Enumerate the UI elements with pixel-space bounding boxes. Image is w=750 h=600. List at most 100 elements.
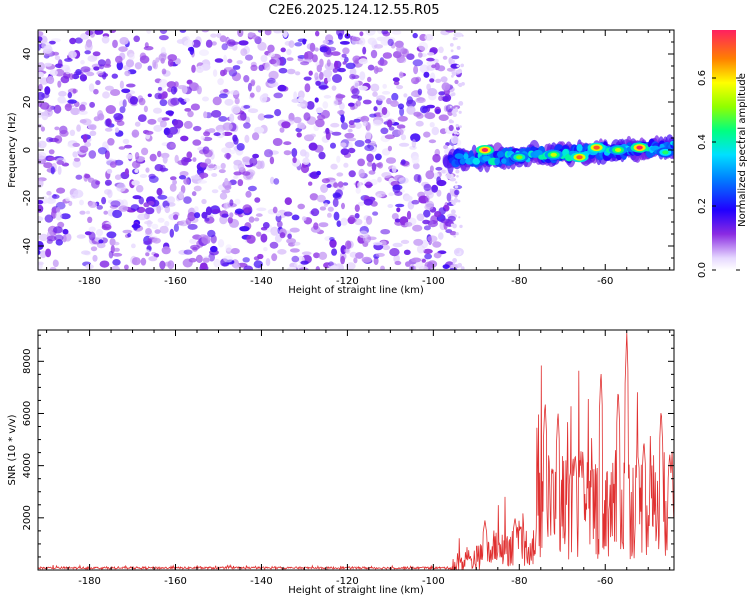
noise-blob — [441, 96, 449, 101]
noise-speck — [451, 201, 455, 205]
noise-blob — [223, 69, 228, 76]
noise-speck — [452, 258, 457, 263]
noise-blob — [167, 54, 177, 62]
noise-blob — [43, 162, 53, 169]
noise-blob — [417, 52, 423, 58]
noise-blob — [360, 115, 370, 123]
noise-blob — [38, 31, 44, 37]
noise-blob — [422, 219, 430, 225]
noise-blob — [229, 113, 235, 123]
noise-blob — [61, 64, 70, 72]
noise-blob — [234, 198, 241, 205]
noise-blob — [118, 146, 126, 150]
x-tick-label: -60 — [597, 276, 613, 287]
noise-blob — [304, 151, 310, 159]
noise-blob — [427, 220, 438, 228]
noise-blob — [87, 177, 95, 183]
noise-blob — [162, 155, 168, 164]
noise-blob — [252, 153, 259, 159]
noise-blob — [291, 255, 300, 263]
noise-blob — [104, 179, 112, 186]
noise-blob — [159, 99, 168, 107]
noise-blob — [87, 216, 93, 223]
noise-blob — [208, 164, 215, 169]
noise-blob — [382, 52, 393, 59]
noise-blob — [73, 157, 81, 162]
noise-blob — [353, 118, 361, 123]
noise-blob — [361, 256, 372, 263]
noise-blob — [79, 199, 84, 206]
noise-blob — [319, 71, 324, 80]
noise-blob — [118, 205, 129, 212]
noise-blob — [178, 97, 183, 102]
noise-blob — [164, 205, 171, 214]
noise-blob — [218, 93, 228, 99]
noise-blob — [243, 122, 251, 129]
noise-blob — [229, 90, 240, 95]
noise-blob — [340, 217, 348, 226]
noise-blob — [122, 99, 127, 108]
noise-blob — [217, 78, 224, 86]
noise-blob — [219, 192, 228, 200]
noise-blob — [170, 97, 180, 106]
noise-blob — [166, 196, 176, 204]
noise-blob — [348, 170, 356, 178]
noise-blob — [391, 213, 399, 220]
noise-blob — [159, 35, 169, 41]
noise-blob — [277, 249, 287, 255]
noise-blob — [381, 107, 388, 115]
noise-blob — [258, 64, 265, 72]
noise-blob — [412, 224, 423, 232]
noise-blob — [201, 211, 208, 219]
noise-blob — [39, 250, 47, 259]
noise-blob — [256, 207, 267, 212]
noise-blob — [119, 37, 129, 45]
noise-blob — [369, 113, 377, 118]
noise-speck — [450, 223, 454, 227]
noise-blob — [41, 111, 49, 121]
noise-blob — [104, 127, 113, 132]
noise-blob — [211, 41, 217, 46]
noise-blob — [302, 157, 310, 165]
noise-blob — [255, 85, 261, 93]
noise-blob — [40, 126, 46, 132]
noise-blob — [423, 71, 430, 78]
noise-blob — [95, 229, 104, 237]
noise-speck — [455, 249, 460, 254]
colorbar-tick-label: 0.2 — [697, 198, 708, 214]
noise-blob — [322, 101, 329, 109]
noise-blob — [273, 30, 284, 34]
noise-blob — [69, 73, 74, 80]
noise-blob — [164, 261, 172, 267]
noise-blob — [152, 237, 161, 244]
noise-blob — [38, 91, 45, 101]
noise-blob — [351, 36, 361, 42]
noise-blob — [340, 255, 345, 265]
y-tick-label: 8000 — [22, 349, 33, 374]
noise-blob — [133, 222, 139, 231]
x-tick-label: -120 — [336, 276, 359, 287]
noise-blob — [234, 208, 244, 215]
noise-blob — [283, 150, 292, 156]
noise-blob — [392, 184, 403, 191]
noise-blob — [426, 57, 435, 62]
noise-blob — [263, 247, 268, 252]
noise-blob — [315, 30, 320, 37]
noise-blob — [370, 49, 378, 59]
noise-blob — [126, 154, 134, 160]
noise-blob — [106, 231, 117, 239]
noise-blob — [320, 184, 329, 193]
noise-blob — [247, 185, 257, 192]
noise-blob — [399, 58, 407, 63]
noise-blob — [92, 51, 101, 57]
noise-blob — [253, 260, 263, 269]
noise-blob — [375, 153, 382, 161]
noise-speck — [456, 45, 461, 50]
y-tick-label: 2000 — [22, 505, 33, 530]
noise-blob — [130, 204, 140, 211]
noise-blob — [207, 229, 216, 238]
noise-blob — [124, 70, 131, 77]
noise-blob — [358, 85, 369, 91]
noise-blob — [309, 193, 319, 201]
noise-blob — [400, 134, 407, 141]
